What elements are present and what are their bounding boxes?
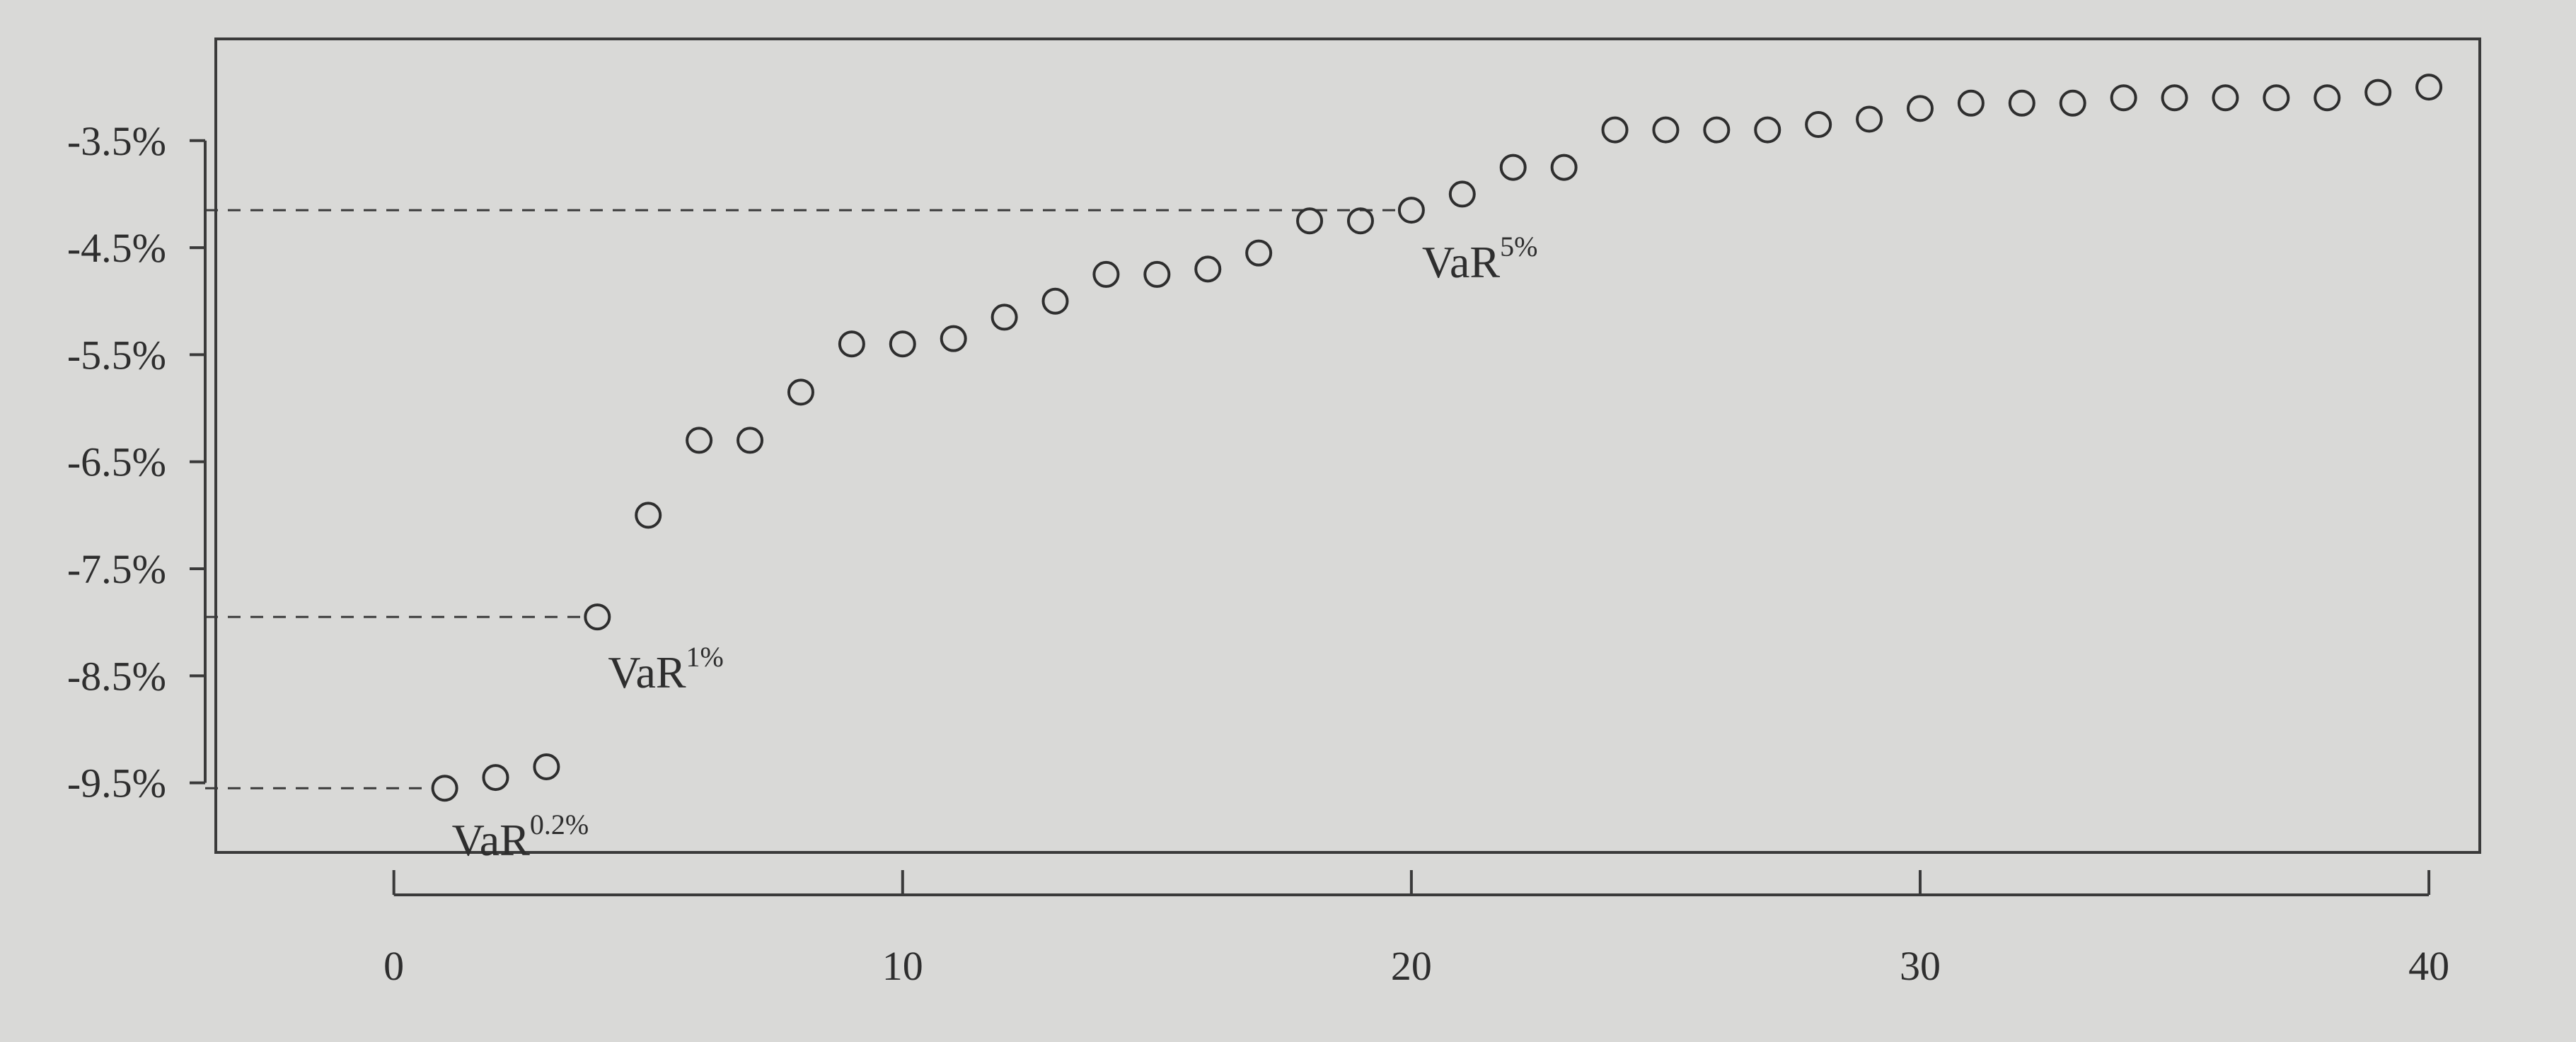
data-point	[1652, 116, 1680, 144]
var-annotations: VaR0.2%VaR1%VaR5%	[452, 231, 1538, 865]
data-point	[482, 764, 509, 792]
plot-frame	[214, 37, 2481, 854]
y-tick-label: -6.5%	[67, 439, 166, 485]
data-point	[1143, 260, 1171, 288]
data-point	[533, 753, 560, 780]
data-point	[1906, 95, 1934, 122]
data-point	[2314, 84, 2341, 112]
data-point	[838, 330, 865, 358]
data-point	[1754, 116, 1781, 144]
data-point	[2008, 89, 2035, 117]
var-label: VaR1%	[608, 641, 724, 697]
y-tick-label: -5.5%	[67, 332, 166, 378]
data-point	[1346, 207, 1374, 235]
y-tick-label: -8.5%	[67, 653, 166, 699]
data-point	[1703, 116, 1731, 144]
var-reference-lines	[205, 209, 1396, 789]
x-tick-label: 20	[1391, 943, 1432, 989]
x-tick-label: 0	[383, 943, 404, 989]
data-point	[2364, 79, 2392, 106]
data-point	[1856, 105, 1883, 133]
y-axis: -3.5% -4.5% -5.5% -6.5% -7.5% -8.5% -9.5%	[67, 118, 207, 806]
data-point	[940, 325, 967, 352]
var-label-sup: 1%	[686, 641, 724, 673]
data-point	[737, 427, 764, 454]
data-point	[1041, 287, 1069, 315]
x-tick-label: 10	[882, 943, 923, 989]
data-point	[1194, 255, 1222, 283]
data-point	[2161, 84, 2188, 112]
var-label-sup: 5%	[1500, 231, 1537, 262]
data-points	[431, 74, 2443, 802]
data-point	[1805, 111, 1832, 139]
var-label-base: VaR	[608, 647, 686, 697]
var-label-base: VaR	[452, 815, 531, 865]
data-point	[1957, 89, 1985, 117]
y-tick-label: -7.5%	[67, 546, 166, 592]
x-axis: 0 10 20 30 40	[383, 870, 2449, 989]
data-point	[584, 603, 611, 631]
data-point	[2415, 74, 2443, 101]
data-point	[2110, 84, 2137, 112]
data-point	[1397, 197, 1425, 224]
data-point	[1092, 260, 1120, 288]
data-point	[1550, 154, 1578, 181]
data-point	[1296, 207, 1324, 235]
data-point	[1245, 239, 1273, 267]
var-label-base: VaR	[1422, 237, 1501, 287]
data-point	[1499, 154, 1527, 181]
x-tick-label: 30	[1900, 943, 1941, 989]
data-point	[1448, 180, 1476, 208]
data-point	[990, 303, 1018, 331]
x-tick-label: 40	[2408, 943, 2449, 989]
var-label: VaR0.2%	[452, 809, 589, 865]
data-point	[686, 427, 713, 454]
var-label-sup: 0.2%	[530, 809, 589, 840]
data-point	[635, 502, 662, 529]
y-tick-label: -9.5%	[67, 760, 166, 806]
data-point	[1601, 116, 1629, 144]
data-point	[787, 378, 814, 406]
data-point	[2059, 89, 2086, 117]
y-tick-label: -4.5%	[67, 225, 166, 271]
data-point	[431, 775, 458, 802]
data-point	[2212, 84, 2239, 112]
var-label: VaR5%	[1422, 231, 1538, 287]
data-point	[889, 330, 916, 358]
y-tick-label: -3.5%	[67, 118, 166, 164]
data-point	[2263, 84, 2290, 112]
